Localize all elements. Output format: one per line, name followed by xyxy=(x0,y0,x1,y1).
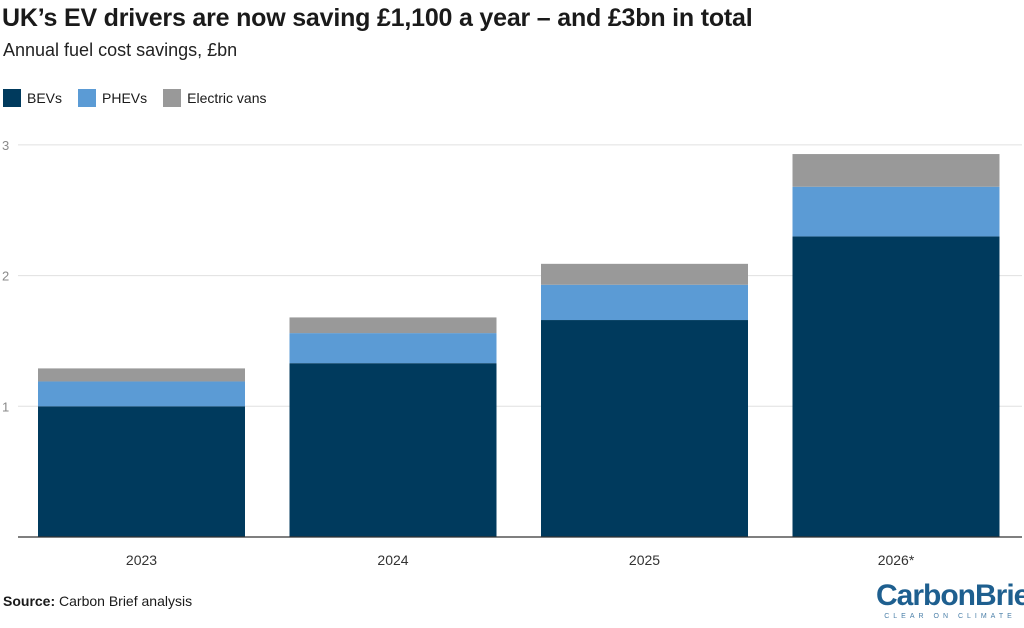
bar-chart: 1 2 3 2023 2024 2025 2026* xyxy=(2,138,1022,568)
source-text: Carbon Brief analysis xyxy=(59,593,193,609)
bar-phevs-2024 xyxy=(289,333,497,364)
bar-electric-vans-2024 xyxy=(289,317,497,334)
legend-swatch-electric-vans xyxy=(163,89,182,107)
bar-bevs-2025 xyxy=(541,320,748,537)
legend-label-phevs: PHEVs xyxy=(102,90,148,106)
y-tick-label-2: 2 xyxy=(2,269,9,284)
bar-electric-vans-2025 xyxy=(541,263,748,285)
x-tick-label-2025: 2025 xyxy=(629,552,660,568)
legend-swatch-phevs xyxy=(78,89,97,107)
y-tick-label-1: 1 xyxy=(2,399,9,414)
legend-label-electric-vans: Electric vans xyxy=(187,90,267,106)
legend-item-electric-vans: Electric vans xyxy=(163,89,267,107)
bar-bevs-2024 xyxy=(289,363,497,537)
bar-bevs-2023 xyxy=(38,406,245,537)
legend-label-bevs: BEVs xyxy=(27,90,63,106)
y-tick-label-3: 3 xyxy=(2,138,9,153)
chart-title: UK’s EV drivers are now saving £1,100 a … xyxy=(2,4,753,32)
logo-tagline: CLEAR ON CLIMATE xyxy=(884,613,1016,620)
x-tick-label-2023: 2023 xyxy=(126,552,157,568)
x-tick-label-2024: 2024 xyxy=(377,552,408,568)
chart-subtitle: Annual fuel cost savings, £bn xyxy=(3,40,238,60)
legend-swatch-bevs xyxy=(3,89,21,107)
bar-electric-vans-2026 xyxy=(792,154,1000,187)
carbon-brief-logo: CarbonBrief CLEAR ON CLIMATE xyxy=(876,580,1024,622)
bar-phevs-2023 xyxy=(38,381,245,407)
legend-item-bevs: BEVs xyxy=(3,89,62,107)
source-note: Source: Carbon Brief analysis xyxy=(3,593,192,609)
bar-phevs-2025 xyxy=(541,284,748,321)
legend-item-phevs: PHEVs xyxy=(78,89,147,107)
legend: BEVs PHEVs Electric vans xyxy=(3,89,267,107)
logo-wordmark: CarbonBrief xyxy=(876,579,1024,612)
source-label: Source: xyxy=(3,593,56,609)
bar-electric-vans-2023 xyxy=(38,368,245,382)
bar-bevs-2026 xyxy=(792,236,1000,537)
x-tick-label-2026: 2026* xyxy=(878,552,915,568)
bar-phevs-2026 xyxy=(792,186,1000,237)
